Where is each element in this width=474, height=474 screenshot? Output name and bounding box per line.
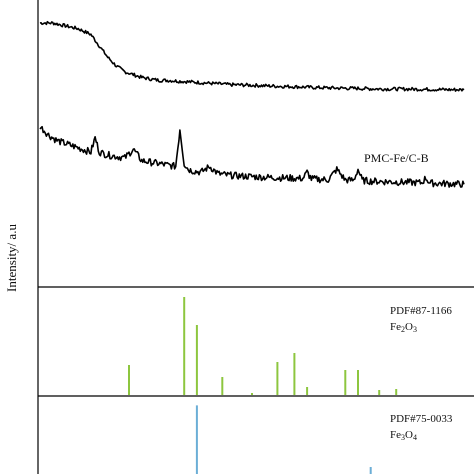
series-label-pmc: PMC-Fe/C-B [364,151,429,165]
phase-label-fe3o4: Fe3O4 [390,429,417,442]
reference-label-fe3o4: PDF#75-0033 [390,413,453,425]
xrd-curve-1 [39,20,465,92]
y-axis-label: Intensity/ a.u [4,224,19,292]
fe3o4-reference-bars [195,405,372,474]
reference-label-fe2o3: PDF#87-1166 [390,305,452,317]
fe2o3-reference-bars [128,297,398,395]
phase-label-fe2o3: Fe2O3 [390,321,417,334]
xrd-curves [39,20,465,188]
xrd-curve-2 [39,125,465,188]
main-panel-frame [37,0,474,288]
fe2o3-panel-frame [37,287,474,397]
